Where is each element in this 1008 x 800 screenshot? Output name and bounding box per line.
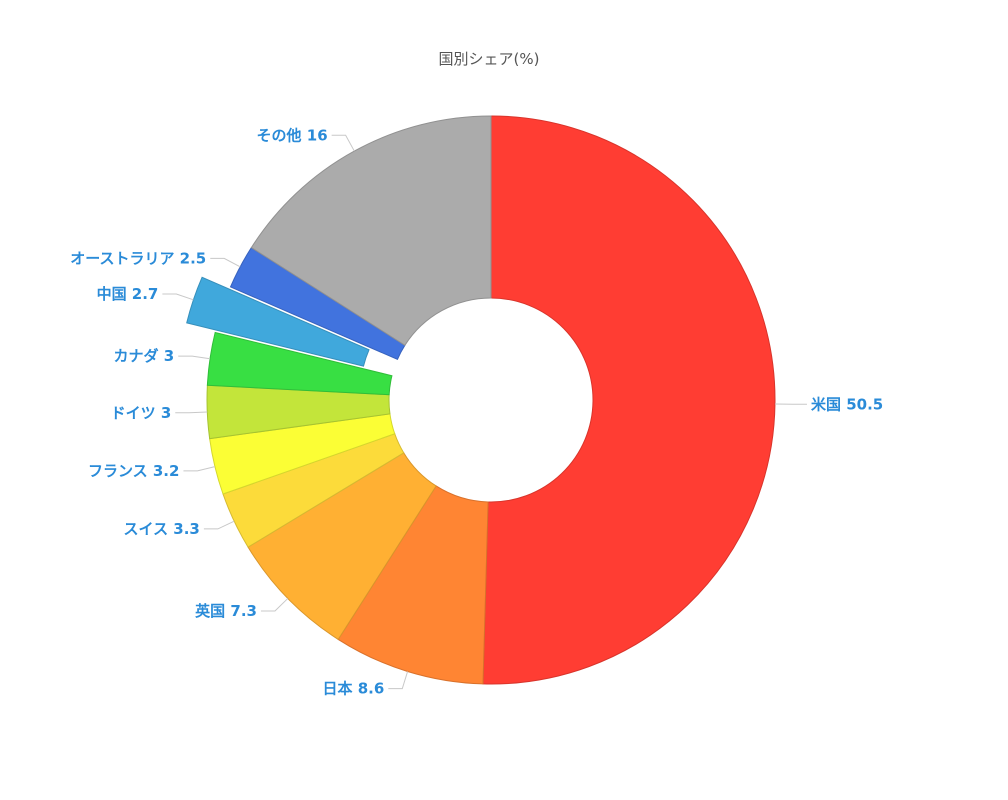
chart-title: 国別シェア(%) (438, 50, 540, 68)
leader-line-3 (260, 598, 289, 612)
slice-1[interactable] (482, 115, 776, 685)
data-label-5: フランス 3.2 (88, 462, 180, 480)
leader-line-7 (178, 355, 211, 360)
data-label-8: 中国 2.7 (97, 285, 159, 303)
leader-line-6 (175, 411, 208, 414)
data-label-6: ドイツ 3 (111, 404, 172, 422)
labels-group: 米国 50.5 日本 8.6 英国 7.3 スイス 3.3 フランス 3.2 ドイツ 3 カ… (70, 126, 883, 697)
data-label-3: 英国 7.3 (195, 602, 257, 620)
leader-lines-group (162, 134, 807, 690)
slice-7[interactable] (206, 331, 393, 396)
leader-line-5 (183, 466, 216, 472)
data-label-7: カナダ 3 (114, 347, 175, 365)
data-label-2: 日本 8.6 (322, 680, 384, 698)
leader-line-9 (210, 257, 241, 268)
slices-group (186, 115, 776, 685)
leader-line-10 (331, 134, 355, 152)
slice-10[interactable] (250, 115, 492, 346)
slice-8[interactable] (186, 276, 370, 367)
data-label-10: その他 16 (257, 126, 328, 144)
leader-line-4 (203, 520, 235, 530)
data-label-9: オーストラリア 2.5 (70, 249, 206, 267)
data-label-4: スイス 3.3 (124, 520, 200, 538)
leader-line-2 (388, 671, 409, 690)
data-label-1: 米国 50.5 (811, 395, 883, 413)
leader-line-8 (162, 293, 194, 301)
